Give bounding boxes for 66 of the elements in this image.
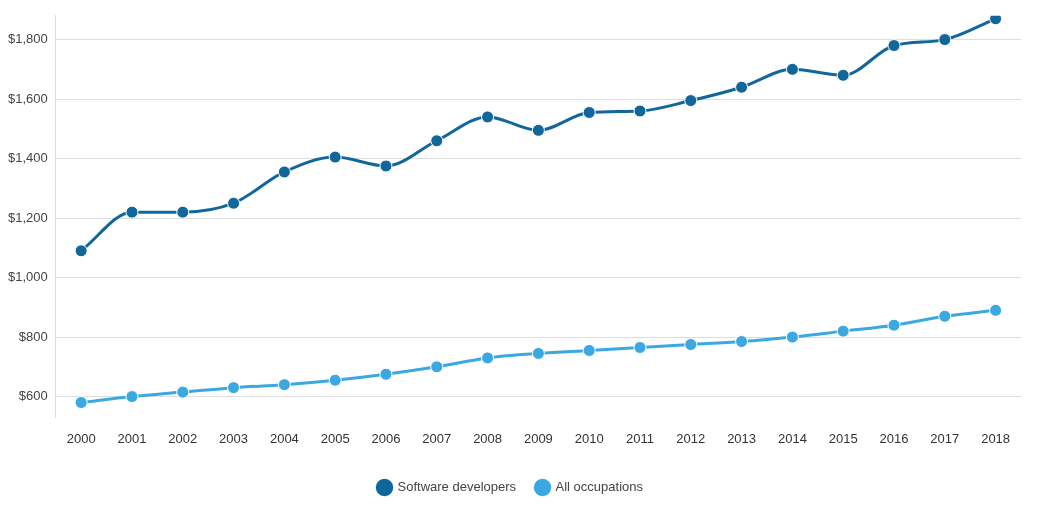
y-tick-label: $1,200 [8, 209, 48, 225]
x-tick-label: 2010 [574, 430, 604, 446]
point [785, 62, 799, 76]
point [430, 134, 444, 148]
point [887, 318, 901, 332]
point [481, 110, 495, 124]
point [227, 196, 241, 210]
point [176, 205, 190, 219]
point [582, 343, 596, 357]
x-tick-label: 2015 [828, 430, 858, 446]
point [379, 367, 393, 381]
x-tick-label: 2012 [676, 430, 706, 446]
point [74, 244, 88, 258]
point [836, 68, 850, 82]
point [125, 390, 139, 404]
x-tick-label: 2008 [473, 430, 503, 446]
x-tick-label: 2004 [269, 430, 299, 446]
point [938, 33, 952, 47]
x-tick-label: 2007 [422, 430, 452, 446]
point [125, 205, 139, 219]
y-tick-label: $1,600 [8, 90, 48, 106]
point [531, 346, 545, 360]
point [328, 150, 342, 164]
point [735, 335, 749, 349]
point [379, 159, 393, 173]
point [74, 396, 88, 410]
y-tick-label: $1,000 [8, 269, 48, 285]
point [277, 165, 291, 179]
x-tick-label: 2003 [219, 430, 249, 446]
x-tick-label: 2013 [727, 430, 757, 446]
point [938, 309, 952, 323]
point [735, 80, 749, 94]
point [684, 338, 698, 352]
point [785, 330, 799, 344]
point [430, 360, 444, 374]
point [633, 104, 647, 118]
y-tick-label: $800 [18, 328, 48, 344]
point [582, 105, 596, 119]
point [227, 381, 241, 395]
x-tick-label: 2002 [168, 430, 198, 446]
point [989, 15, 1003, 26]
x-tick-label: 2011 [626, 430, 654, 446]
point [887, 39, 901, 53]
legend-label: All occupations [555, 479, 644, 495]
x-tick-label: 2014 [777, 430, 807, 446]
point [531, 123, 545, 137]
x-tick-label: 2009 [523, 430, 553, 446]
y-tick-label: $1,800 [8, 31, 48, 47]
x-tick-label: 2017 [930, 430, 960, 446]
x-tick-label: 2006 [371, 430, 401, 446]
x-tick-label: 2001 [117, 430, 147, 446]
x-tick-label: 2005 [320, 430, 350, 446]
point [684, 94, 698, 108]
legend-label: Software developers [397, 479, 517, 495]
x-tick-label: 2016 [879, 430, 909, 446]
point [481, 351, 495, 365]
point [836, 324, 850, 338]
y-tick-label: $600 [18, 388, 48, 404]
point [277, 378, 291, 392]
x-tick-label: 2018 [981, 430, 1011, 446]
point [176, 385, 190, 399]
x-tick-label: 2000 [66, 430, 96, 446]
point [328, 373, 342, 387]
point [633, 340, 647, 354]
y-tick-label: $1,400 [8, 150, 48, 166]
point [989, 303, 1003, 317]
